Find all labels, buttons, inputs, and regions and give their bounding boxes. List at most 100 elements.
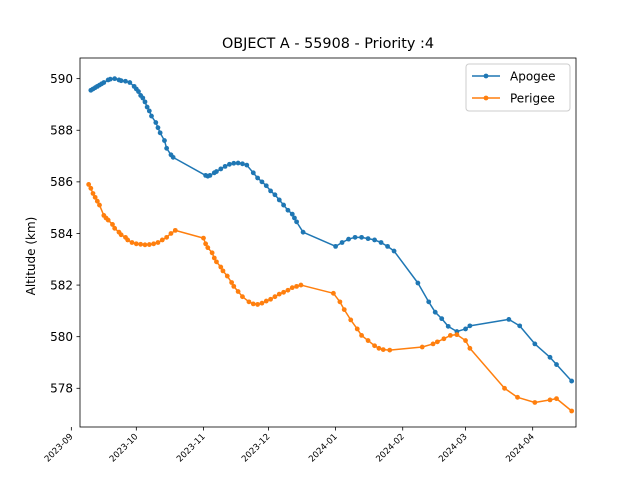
data-point <box>281 289 286 295</box>
data-point <box>354 326 360 332</box>
data-point <box>532 341 538 347</box>
data-point <box>244 162 250 168</box>
data-point <box>547 354 553 360</box>
plot-area <box>86 76 575 414</box>
data-point <box>289 211 295 217</box>
data-point <box>359 333 364 338</box>
data-point <box>246 299 252 305</box>
data-point <box>227 161 232 167</box>
data-point <box>94 198 100 204</box>
data-point <box>250 301 256 307</box>
legend-marker <box>483 95 489 101</box>
data-point <box>365 236 371 242</box>
data-point <box>331 290 336 296</box>
data-point <box>532 400 538 405</box>
data-point <box>118 78 124 84</box>
data-point <box>333 243 338 249</box>
data-point <box>110 222 115 227</box>
data-point <box>294 283 299 289</box>
data-point <box>170 154 176 160</box>
data-point <box>209 250 215 256</box>
data-point <box>467 345 473 351</box>
data-point <box>272 192 278 198</box>
data-point <box>554 362 559 367</box>
data-point <box>240 161 245 167</box>
data-point <box>129 240 135 245</box>
data-point <box>218 264 224 270</box>
data-point <box>235 160 241 166</box>
data-point <box>300 229 306 235</box>
data-point <box>263 298 269 304</box>
data-point <box>159 237 165 243</box>
data-point <box>231 160 237 166</box>
data-point <box>467 323 473 329</box>
data-point <box>426 299 432 305</box>
data-point <box>454 332 460 338</box>
data-point <box>352 234 358 240</box>
data-point <box>285 207 291 213</box>
data-point <box>229 280 235 285</box>
data-point <box>285 287 291 293</box>
data-point <box>144 104 150 110</box>
data-point <box>214 169 219 174</box>
series-perigee <box>86 182 575 414</box>
data-point <box>276 291 282 297</box>
data-point <box>380 347 386 352</box>
data-point <box>220 268 226 274</box>
data-point <box>337 299 343 305</box>
data-point <box>434 339 440 345</box>
data-point <box>112 225 118 231</box>
data-point <box>211 255 217 261</box>
data-point <box>88 185 94 191</box>
data-point <box>127 80 133 85</box>
data-point <box>151 241 157 247</box>
y-tick-label: 580 <box>50 330 73 344</box>
legend-entry-apogee: Apogee <box>472 69 556 83</box>
data-point <box>112 76 118 82</box>
data-point <box>125 237 131 243</box>
legend-entry-perigee: Perigee <box>472 91 555 105</box>
data-point <box>146 108 152 114</box>
data-point <box>201 235 206 241</box>
data-point <box>378 240 384 245</box>
data-point <box>162 138 167 143</box>
legend-marker <box>483 73 489 79</box>
data-point <box>365 338 371 343</box>
data-point <box>155 125 161 131</box>
data-point <box>235 289 241 294</box>
legend-label: Perigee <box>510 91 555 105</box>
data-point <box>294 219 299 225</box>
data-point <box>447 333 453 338</box>
data-point <box>146 242 152 247</box>
data-point <box>90 191 96 196</box>
data-point <box>105 217 111 223</box>
data-point <box>101 80 107 85</box>
data-point <box>515 394 520 400</box>
data-point <box>164 145 170 151</box>
data-point <box>289 285 295 291</box>
data-point <box>255 302 261 307</box>
data-point <box>298 282 304 288</box>
data-point <box>385 243 390 249</box>
data-point <box>554 396 559 402</box>
data-point <box>281 202 286 208</box>
data-point <box>441 336 447 342</box>
data-point <box>118 232 124 238</box>
data-point <box>203 241 209 247</box>
data-point <box>92 194 98 200</box>
data-point <box>463 326 468 332</box>
data-point <box>231 283 237 289</box>
data-point <box>224 273 230 279</box>
data-point <box>263 183 269 189</box>
data-point <box>547 397 553 403</box>
data-point <box>268 296 273 302</box>
data-point <box>268 188 273 194</box>
data-point <box>259 300 265 306</box>
data-point <box>463 338 468 343</box>
data-point <box>359 234 364 240</box>
data-point <box>391 248 397 254</box>
data-point <box>292 215 297 221</box>
data-point <box>133 241 139 247</box>
